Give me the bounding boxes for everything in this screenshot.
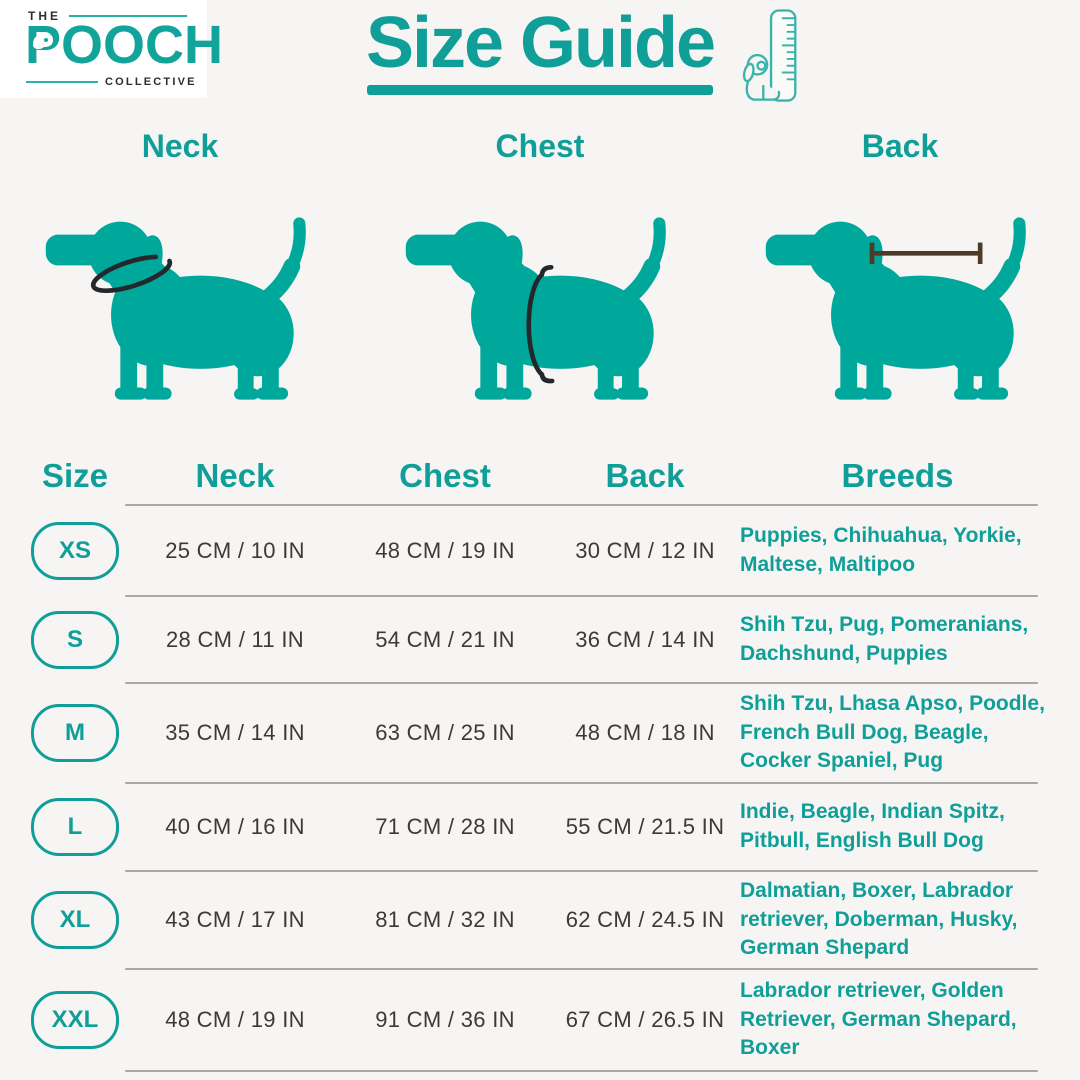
- row-separator: [125, 504, 1038, 506]
- logo-rule-bottom: [26, 81, 98, 83]
- col-header-size: Size: [41, 457, 109, 494]
- ruler-with-dog-icon: [742, 9, 797, 102]
- table-row-s: S 28 CM / 11 IN 54 CM / 21 IN 36 CM / 14…: [0, 597, 1080, 682]
- row-separator: [125, 682, 1038, 684]
- diagram-back: Back: [720, 128, 1080, 408]
- col-header-neck: Neck: [195, 457, 275, 494]
- chest-measure-hoop: [526, 264, 555, 384]
- table-row-xs: XS 25 CM / 10 IN 48 CM / 19 IN 30 CM / 1…: [0, 506, 1080, 595]
- col-header-back: Back: [605, 457, 685, 494]
- chest-value: 91 CM / 36 IN: [375, 1007, 515, 1032]
- breeds-value: Shih Tzu, Lhasa Apso, Poodle, French Bul…: [740, 691, 1045, 773]
- back-value: 48 CM / 18 IN: [575, 720, 715, 745]
- neck-value: 40 CM / 16 IN: [165, 814, 305, 839]
- size-badge: L: [31, 798, 119, 856]
- logo-word-pooch: POOCH: [25, 15, 224, 75]
- neck-measure-ring: [90, 254, 173, 294]
- breeds-value: Dalmatian, Boxer, Labrador retriever, Do…: [740, 878, 1018, 960]
- row-separator: [125, 595, 1038, 597]
- brand-logo: THE POOCH COLLECTIVE: [0, 0, 223, 98]
- logo-word-the: THE: [28, 9, 61, 23]
- neck-value: 25 CM / 10 IN: [165, 537, 305, 563]
- chest-value: 63 CM / 25 IN: [375, 720, 515, 745]
- back-value: 36 CM / 14 IN: [575, 626, 715, 652]
- back-value: 62 CM / 24.5 IN: [565, 907, 725, 932]
- row-separator: [125, 782, 1038, 784]
- size-badge: S: [31, 610, 119, 669]
- table-row-xl: XL 43 CM / 17 IN 81 CM / 32 IN 62 CM / 2…: [0, 872, 1080, 968]
- size-table: Size Neck Chest Back Breeds XS 25 CM / 1…: [0, 448, 1080, 1072]
- neck-value: 28 CM / 11 IN: [166, 626, 304, 652]
- diagram-label: Neck: [141, 128, 219, 164]
- size-badge: XS: [31, 521, 119, 580]
- neck-value: 48 CM / 19 IN: [165, 1007, 305, 1032]
- size-badge: M: [31, 704, 119, 762]
- table-row-l: L 40 CM / 16 IN 71 CM / 28 IN 55 CM / 21…: [0, 784, 1080, 870]
- row-separator: [125, 968, 1038, 970]
- back-value: 30 CM / 12 IN: [575, 537, 715, 563]
- neck-value: 35 CM / 14 IN: [165, 720, 305, 745]
- size-badge: XL: [31, 891, 119, 949]
- logo-rule-top: [69, 15, 187, 17]
- neck-value: 43 CM / 17 IN: [165, 907, 305, 932]
- diagram-chest: Chest: [360, 128, 720, 408]
- breeds-value: Labrador retriever, Golden Retriever, Ge…: [740, 978, 1017, 1060]
- page-title: Size Guide: [365, 3, 716, 83]
- diagram-label: Chest: [495, 128, 585, 164]
- row-separator: [125, 870, 1038, 872]
- col-header-chest: Chest: [399, 457, 491, 494]
- back-value: 67 CM / 26.5 IN: [565, 1007, 725, 1032]
- chest-value: 71 CM / 28 IN: [375, 814, 515, 839]
- table-header-row: Size Neck Chest Back Breeds: [0, 448, 1080, 504]
- table-row-m: M 35 CM / 14 IN 63 CM / 25 IN 48 CM / 18…: [0, 684, 1080, 782]
- dog-silhouette-chest: [400, 175, 680, 408]
- diagram-label: Back: [861, 128, 939, 164]
- dog-silhouette-neck: [40, 175, 320, 408]
- table-row-xxl: XXL 48 CM / 19 IN 91 CM / 36 IN 67 CM / …: [0, 970, 1080, 1070]
- chest-value: 54 CM / 21 IN: [375, 626, 515, 652]
- chest-value: 81 CM / 32 IN: [375, 907, 515, 932]
- row-separator: [125, 1070, 1038, 1072]
- measurement-diagrams: Neck Chest Back: [0, 128, 1080, 408]
- size-badge: XXL: [31, 991, 119, 1049]
- logo-word-collective: COLLECTIVE: [105, 76, 197, 88]
- back-value: 55 CM / 21.5 IN: [565, 814, 725, 839]
- logo-dog-head-icon: [32, 33, 53, 50]
- breeds-value: Shih Tzu, Pug, Pomeranians, Dachshund, P…: [740, 612, 1029, 665]
- breeds-value: Indie, Beagle, Indian Spitz, Pitbull, En…: [740, 800, 1005, 852]
- diagram-neck: Neck: [0, 128, 360, 408]
- title-underline: [367, 84, 713, 95]
- back-measure-line: [869, 242, 983, 265]
- col-header-breeds: Breeds: [841, 457, 954, 494]
- breeds-value: Puppies, Chihuahua, Yorkie, Maltese, Mal…: [740, 523, 1022, 576]
- dog-silhouette-back: [760, 175, 1040, 408]
- chest-value: 48 CM / 19 IN: [375, 537, 515, 563]
